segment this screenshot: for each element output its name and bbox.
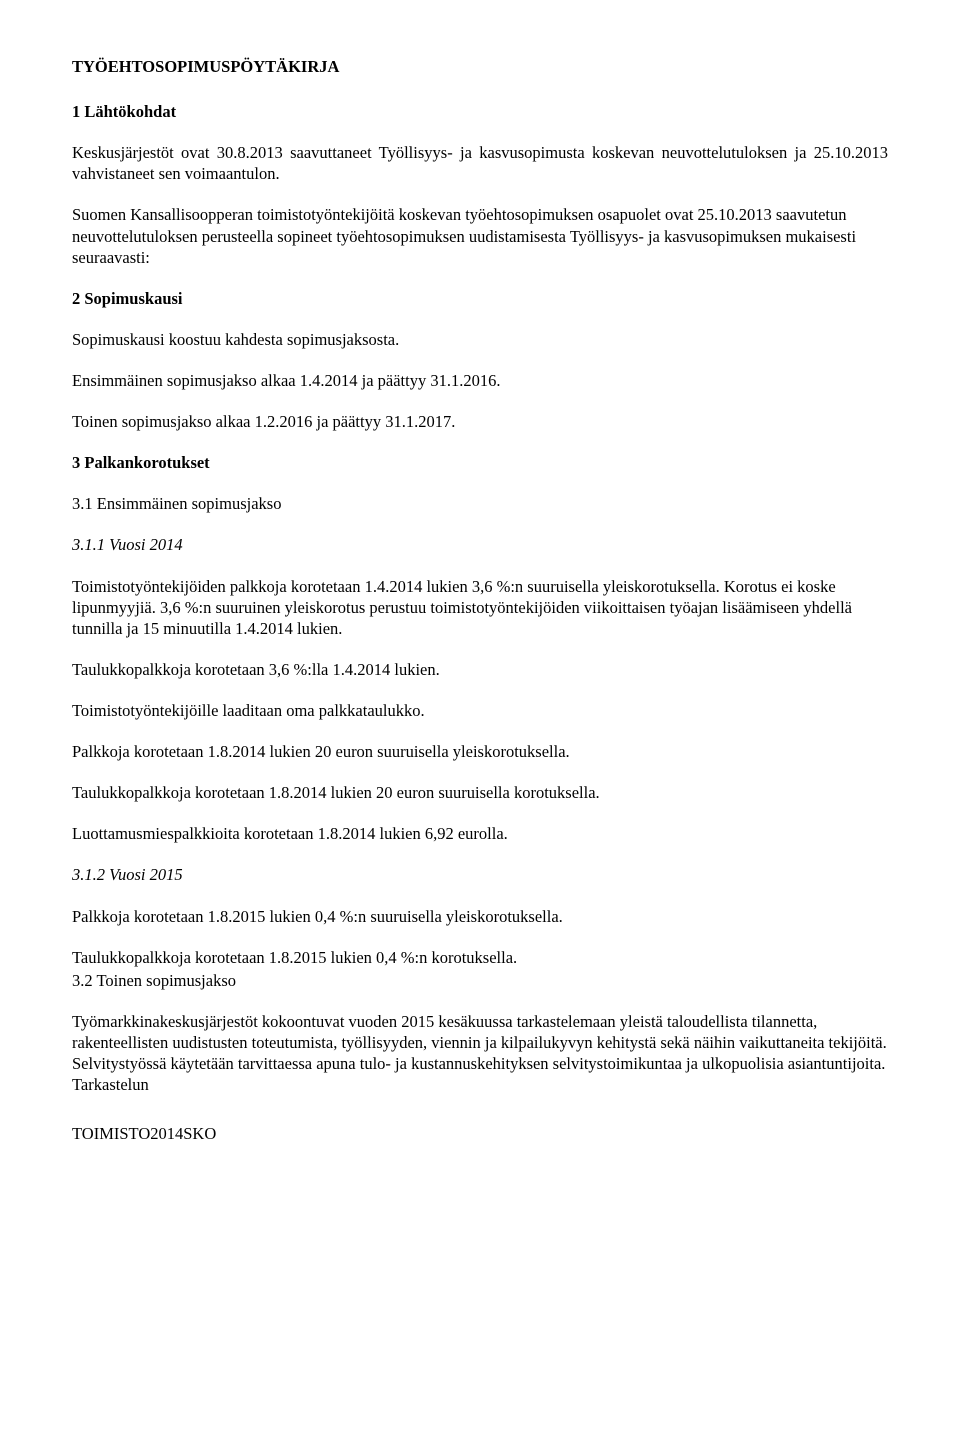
section-1-paragraph-2: Suomen Kansallisoopperan toimistotyöntek… [72,204,888,267]
document-title: TYÖEHTOSOPIMUSPÖYTÄKIRJA [72,56,888,77]
section-3-1-1-paragraph-6: Luottamusmiespalkkioita korotetaan 1.8.2… [72,823,888,844]
section-2-heading: 2 Sopimuskausi [72,288,888,309]
document-page: TYÖEHTOSOPIMUSPÖYTÄKIRJA 1 Lähtökohdat K… [0,0,960,1432]
section-3-1-1-paragraph-2: Taulukkopalkkoja korotetaan 3,6 %:lla 1.… [72,659,888,680]
document-footer: TOIMISTO2014SKO [72,1123,888,1144]
section-1-paragraph-1: Keskusjärjestöt ovat 30.8.2013 saavuttan… [72,142,888,184]
section-3-1-2-paragraph-1: Palkkoja korotetaan 1.8.2015 lukien 0,4 … [72,906,888,927]
section-3-1-heading: 3.1 Ensimmäinen sopimusjakso [72,493,888,514]
section-2-paragraph-3: Toinen sopimusjakso alkaa 1.2.2016 ja pä… [72,411,888,432]
section-1-heading: 1 Lähtökohdat [72,101,888,122]
section-3-1-1-paragraph-3: Toimistotyöntekijöille laaditaan oma pal… [72,700,888,721]
section-2-paragraph-1: Sopimuskausi koostuu kahdesta sopimusjak… [72,329,888,350]
section-3-1-1-paragraph-4: Palkkoja korotetaan 1.8.2014 lukien 20 e… [72,741,888,762]
section-3-1-1-paragraph-5: Taulukkopalkkoja korotetaan 1.8.2014 luk… [72,782,888,803]
section-3-2-paragraph-1: Työmarkkinakeskusjärjestöt kokoontuvat v… [72,1011,888,1095]
section-3-1-2-paragraph-2: Taulukkopalkkoja korotetaan 1.8.2015 luk… [72,947,888,968]
section-2-paragraph-2: Ensimmäinen sopimusjakso alkaa 1.4.2014 … [72,370,888,391]
section-3-1-2-heading: 3.1.2 Vuosi 2015 [72,864,888,885]
section-3-1-1-heading: 3.1.1 Vuosi 2014 [72,534,888,555]
section-3-2-heading: 3.2 Toinen sopimusjakso [72,970,888,991]
section-3-heading: 3 Palkankorotukset [72,452,888,473]
section-3-1-1-paragraph-1: Toimistotyöntekijöiden palkkoja koroteta… [72,576,888,639]
